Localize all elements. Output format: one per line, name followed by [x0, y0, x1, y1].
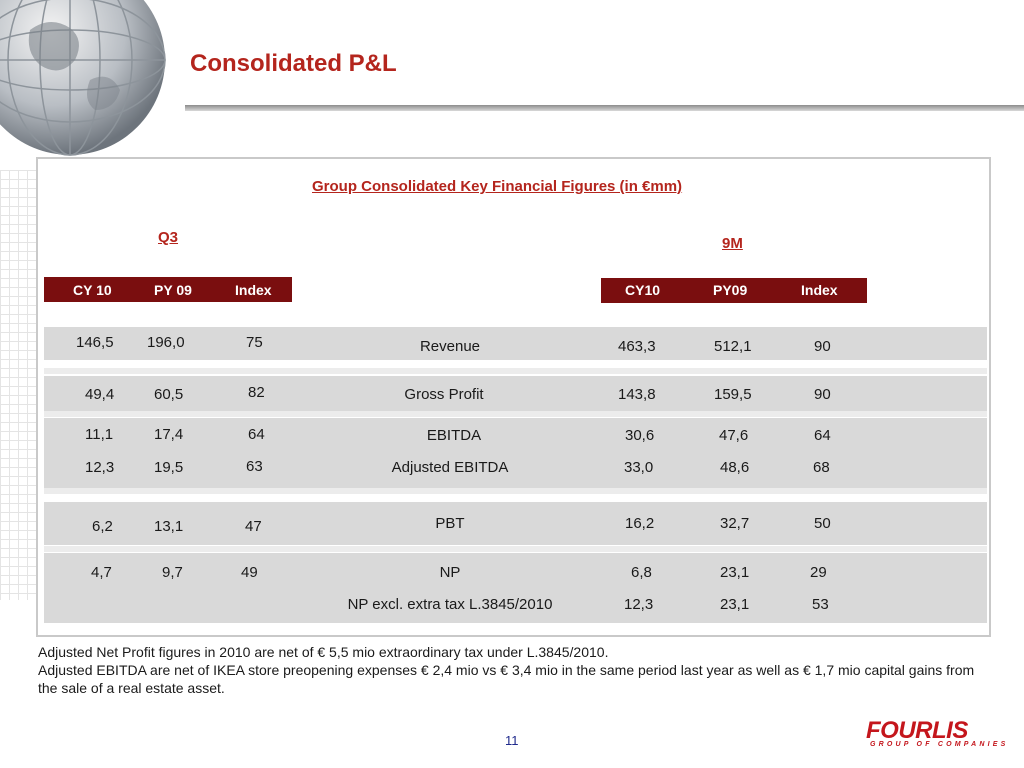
nine-months-py-value: 48,6 [720, 459, 750, 476]
nine-months-cy-value: 12,3 [624, 596, 654, 613]
fourlis-logo: FOURLIS GROUP OF COMPANIES [866, 717, 1005, 749]
panel-title: Group Consolidated Key Financial Figures… [312, 178, 683, 195]
page-title: Consolidated P&L [190, 50, 397, 77]
row-label: NP excl. extra tax L.3845/2010 [347, 596, 553, 613]
q3-cy-value: 12,3 [85, 459, 115, 476]
q3-index-value: 64 [248, 426, 265, 443]
logo-tagline: GROUP OF COMPANIES [870, 741, 1009, 748]
nine-months-index-value: 53 [812, 596, 829, 613]
footnote-adjusted-net-profit: Adjusted Net Profit figures in 2010 are … [38, 644, 609, 660]
globe-icon [0, 0, 166, 156]
band-ebitda [44, 418, 987, 488]
q3-header-py: PY 09 [154, 282, 192, 298]
q3-py-value: 19,5 [154, 459, 184, 476]
nine-months-section-label: 9M [722, 235, 743, 252]
band-separator [44, 411, 987, 417]
nine-months-py-value: 512,1 [714, 338, 752, 355]
band-separator [44, 546, 987, 552]
band-revenue [44, 327, 987, 360]
nine-months-index-value: 29 [810, 564, 827, 581]
band-gross-profit [44, 376, 987, 412]
footnotes: Adjusted Net Profit figures in 2010 are … [38, 643, 978, 697]
row-label: Gross Profit [404, 386, 484, 403]
nine-months-header-py: PY09 [713, 282, 748, 298]
row-label: Revenue [419, 338, 481, 355]
nine-months-py-value: 159,5 [714, 386, 752, 403]
nine-months-cy-value: 143,8 [618, 386, 656, 403]
q3-py-value: 196,0 [147, 334, 185, 351]
nine-months-py-value: 23,1 [720, 596, 750, 613]
nine-months-cy-value: 33,0 [624, 459, 654, 476]
nine-months-cy-value: 16,2 [625, 515, 655, 532]
logo-wordmark: FOURLIS [866, 717, 968, 744]
page-number: 11 [505, 733, 519, 748]
q3-header-cy: CY 10 [73, 282, 112, 298]
q3-py-value: 60,5 [154, 386, 184, 403]
nine-months-cy-value: 6,8 [631, 564, 652, 581]
nine-months-cy-value: 463,3 [618, 338, 656, 355]
nine-months-index-value: 90 [814, 386, 831, 403]
q3-py-value: 9,7 [162, 564, 183, 581]
nine-months-header-cy: CY10 [625, 282, 661, 298]
nine-months-cy-value: 30,6 [625, 427, 655, 444]
nine-months-py-value: 23,1 [720, 564, 750, 581]
band-np [44, 553, 987, 623]
row-label: Adjusted EBITDA [391, 459, 509, 476]
row-label: EBITDA [426, 427, 482, 444]
q3-index-value: 47 [245, 518, 262, 535]
nine-months-index-value: 90 [814, 338, 831, 355]
row-label: NP [439, 564, 461, 581]
q3-header-bar: CY 10 PY 09 Index [44, 277, 292, 302]
q3-cy-value: 4,7 [91, 564, 112, 581]
q3-cy-value: 11,1 [85, 426, 114, 443]
band-separator [44, 488, 987, 494]
q3-py-value: 17,4 [154, 426, 184, 443]
q3-header-index: Index [235, 282, 272, 298]
nine-months-py-value: 32,7 [720, 515, 750, 532]
band-separator [44, 368, 987, 374]
q3-cy-value: 146,5 [76, 334, 114, 351]
nine-months-header-bar: CY10 PY09 Index [601, 278, 867, 303]
nine-months-index-value: 68 [813, 459, 830, 476]
row-label: PBT [435, 515, 465, 532]
nine-months-index-value: 64 [814, 427, 831, 444]
q3-cy-value: 6,2 [92, 518, 113, 535]
footnote-adjusted-ebitda: Adjusted EBITDA are net of IKEA store pr… [38, 662, 975, 696]
background-grid-pattern [0, 170, 40, 600]
q3-index-value: 75 [246, 334, 263, 351]
q3-cy-value: 49,4 [85, 386, 115, 403]
q3-index-value: 63 [246, 458, 263, 475]
title-divider [185, 105, 1024, 111]
nine-months-index-value: 50 [814, 515, 831, 532]
nine-months-py-value: 47,6 [719, 427, 749, 444]
q3-index-value: 49 [241, 564, 258, 581]
band-pbt [44, 502, 987, 545]
nine-months-header-index: Index [801, 282, 838, 298]
q3-index-value: 82 [248, 384, 265, 401]
q3-section-label: Q3 [158, 229, 179, 246]
q3-py-value: 13,1 [154, 518, 184, 535]
